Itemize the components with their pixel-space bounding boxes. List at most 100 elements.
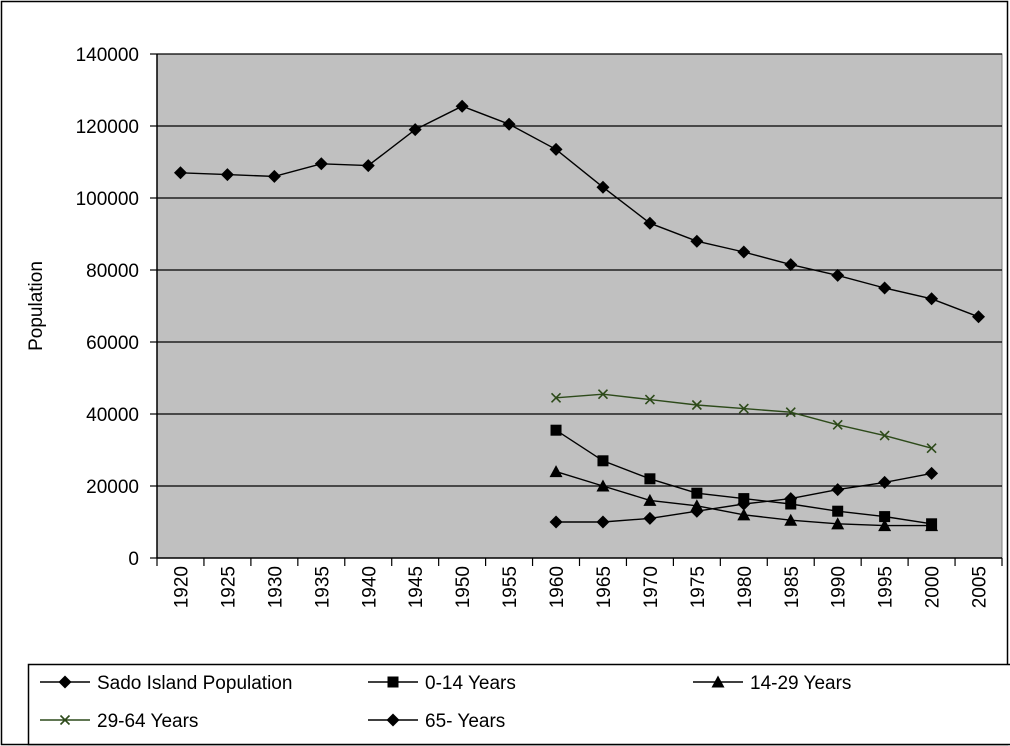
data-point (173, 166, 187, 180)
legend-marker (711, 675, 725, 688)
data-point (737, 508, 751, 521)
data-point (550, 392, 562, 403)
x-tick-label: 1935 (312, 566, 333, 608)
data-point (549, 465, 563, 478)
data-point (549, 515, 563, 529)
legend-marker (386, 713, 400, 727)
y-tick-label: 80000 (86, 261, 139, 282)
data-point (831, 517, 845, 530)
legend-marker (387, 676, 399, 688)
legend-item: 65- Years (368, 711, 505, 732)
x-tick-label: 1980 (735, 566, 756, 608)
data-point (832, 419, 843, 430)
y-tick-label: 140000 (76, 45, 139, 66)
data-point (361, 159, 375, 173)
x-tick-label: 2005 (970, 566, 991, 608)
legend-label: Sado Island Population (97, 673, 292, 694)
data-point (597, 389, 609, 400)
data-point (878, 475, 892, 489)
legend-item: 14-29 Years (693, 673, 851, 694)
data-point (925, 292, 939, 306)
data-point (879, 430, 890, 441)
data-point (784, 492, 798, 506)
axes (150, 53, 1003, 566)
y-tick-label: 20000 (86, 477, 139, 498)
data-point (691, 399, 702, 411)
data-point (926, 443, 937, 454)
y-axis-title: Population (26, 261, 47, 351)
x-tick-label: 1930 (265, 566, 286, 608)
data-point (644, 473, 656, 485)
data-point (784, 258, 798, 272)
data-point (220, 168, 234, 182)
data-point (831, 268, 845, 282)
x-tick-label: 1965 (594, 566, 615, 608)
data-point (831, 483, 845, 497)
data-point (737, 245, 751, 259)
series-2 (549, 465, 939, 532)
y-tick-label: 120000 (76, 117, 139, 138)
x-tick-label: 1960 (547, 566, 568, 608)
x-tick-label: 1975 (688, 566, 709, 608)
y-tick-labels: 0 20000 40000 60000 80000 100000 120000 140000 (76, 45, 139, 570)
legend-item: 0-14 Years (368, 673, 516, 694)
data-point (643, 493, 657, 506)
data-point (408, 123, 422, 137)
series-line (180, 105, 979, 318)
x-tick-label: 1945 (406, 566, 427, 608)
data-point (972, 310, 986, 324)
legend-marker (59, 714, 71, 726)
data-point (785, 407, 796, 418)
series-layer (173, 99, 986, 532)
x-tick-label: 1950 (453, 566, 474, 608)
data-point (925, 519, 939, 532)
series-3 (550, 389, 937, 454)
data-point (643, 216, 657, 230)
data-point (455, 99, 469, 113)
x-tick-labels: 1920 1925 1930 1935 1940 1945 1950 1955 1960 1965… (171, 566, 990, 608)
legend-label: 65- Years (425, 711, 505, 732)
data-point (550, 424, 562, 436)
y-tick-label: 0 (128, 549, 139, 570)
x-tick-label: 1920 (171, 566, 192, 608)
legend-marker (58, 675, 72, 689)
data-point (549, 142, 563, 156)
x-tick-label: 1995 (876, 566, 897, 608)
x-tick-label: 2000 (923, 566, 944, 608)
legend-item: 29-64 Years (40, 711, 198, 732)
data-point (737, 497, 751, 511)
y-tick-label: 60000 (86, 333, 139, 354)
data-point (596, 180, 610, 194)
legend-box (27, 663, 1010, 746)
legend-item: Sado Island Population (40, 673, 292, 694)
data-point (597, 455, 609, 467)
data-point (832, 505, 844, 517)
data-point (738, 403, 749, 414)
data-point (267, 169, 281, 183)
x-tick-label: 1990 (829, 566, 850, 608)
data-point (784, 513, 798, 526)
y-tick-label: 100000 (76, 189, 139, 210)
legend-label: 29-64 Years (97, 711, 198, 732)
data-point (879, 511, 891, 523)
legend: Sado Island Population 0-14 Years 14-29 Ye… (40, 673, 851, 732)
legend-label: 14-29 Years (750, 673, 851, 694)
data-point (691, 487, 703, 499)
series-4 (549, 466, 939, 529)
data-point (502, 117, 516, 131)
series-0 (173, 99, 986, 324)
data-point (878, 281, 892, 295)
data-point (878, 519, 892, 532)
data-point (596, 515, 610, 529)
data-point (596, 479, 610, 492)
data-point (690, 504, 704, 518)
data-point (925, 466, 939, 480)
x-tick-label: 1955 (500, 566, 521, 608)
data-point (644, 394, 655, 405)
x-tick-label: 1940 (359, 566, 380, 608)
data-point (314, 157, 328, 171)
y-tick-label: 40000 (86, 405, 139, 426)
x-tick-label: 1985 (782, 566, 803, 608)
data-point (643, 511, 657, 525)
